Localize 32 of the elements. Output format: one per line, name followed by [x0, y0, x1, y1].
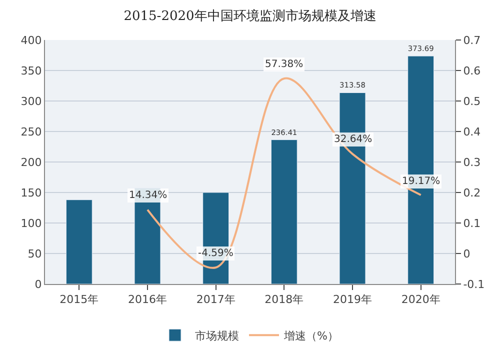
x-tick-label: 2015年	[60, 293, 99, 306]
y-tick-label: 200	[20, 156, 42, 169]
y-tick-label: 150	[20, 186, 42, 200]
y-tick-label: 0	[34, 278, 42, 291]
x-tick-label: 2017年	[196, 293, 236, 306]
y2-tick-label: 0	[463, 247, 470, 260]
y-tick-label: 100	[20, 216, 42, 230]
y2-tick-label: 0.4	[463, 125, 481, 138]
y-tick-label: 300	[20, 94, 42, 108]
y2-tick-label: 0.5	[463, 94, 481, 108]
y2-tick-label: 0.1	[463, 216, 481, 230]
data-label: 14.34%	[129, 190, 168, 201]
x-tick-label: 2018年	[264, 293, 304, 306]
data-label: 19.17%	[402, 176, 440, 187]
y2-tick-label: 0.7	[463, 34, 481, 47]
x-tick-label: 2020年	[401, 293, 440, 306]
legend-label: 增速（%）	[283, 329, 338, 342]
legend-label: 市场规模	[195, 329, 239, 342]
data-label: -4.59%	[198, 248, 234, 259]
y2-tick-label: 0.3	[463, 156, 481, 169]
y-tick-label: 400	[20, 34, 42, 47]
y-tick-label: 250	[20, 125, 42, 138]
data-label: 57.38%	[265, 59, 304, 70]
data-label: 32.64%	[334, 134, 372, 145]
x-tick-label: 2019年	[333, 293, 372, 306]
y-tick-label: 50	[28, 247, 42, 260]
y2-tick-label: 0.2	[463, 186, 481, 200]
y2-tick-label: -0.1	[463, 278, 485, 291]
y-tick-label: 350	[20, 64, 42, 78]
x-tick-label: 2016年	[128, 293, 167, 306]
y2-tick-label: 0.6	[463, 64, 481, 78]
chart-title: 2015-2020年中国环境监测市场规模及增速	[124, 8, 376, 24]
